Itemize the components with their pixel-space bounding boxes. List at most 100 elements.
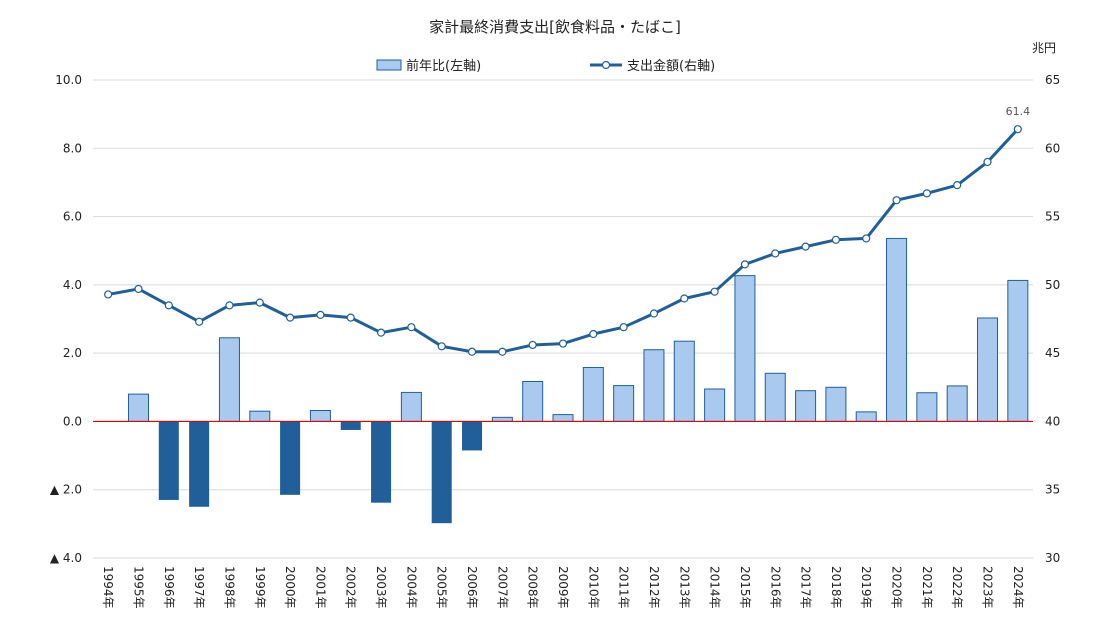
line-point: [558, 339, 568, 348]
x-tick-label: 1998年: [222, 566, 236, 609]
line-point: [498, 347, 507, 356]
line-point: [407, 323, 416, 332]
x-tick-label: 2022年: [950, 566, 964, 609]
x-tick-label: 2018年: [829, 566, 843, 609]
line-point: [528, 340, 537, 350]
line-point: [346, 313, 355, 322]
line-point: [892, 196, 901, 205]
x-tick-label: 2014年: [708, 566, 722, 609]
x-tick-label: 2024年: [1011, 566, 1025, 609]
line-point: [134, 284, 143, 294]
x-tick-label: 2021年: [920, 566, 934, 609]
left-axis-ticks: ▲ 4.0 ▲ 2.0 0.0 2.0 4.0 6.0 8.0 10.0: [50, 73, 82, 565]
right-tick-label: 55: [1045, 210, 1060, 224]
line-point: [376, 328, 386, 337]
x-tick-label: 2007年: [495, 566, 509, 609]
line-point: [195, 317, 204, 326]
x-tick-label: 2013年: [677, 566, 691, 609]
line-point: [953, 181, 962, 190]
x-axis-labels: 1994年 1995年 1996年 1997年 1998年 1999年 2000年 2001年…: [101, 566, 1025, 609]
legend-bar-swatch: [376, 59, 402, 71]
x-tick-label: 2002年: [344, 566, 358, 609]
left-tick-label: 10.0: [55, 73, 82, 87]
bar: [643, 349, 665, 422]
x-tick-label: 2012年: [647, 566, 661, 609]
line-point: [1013, 125, 1022, 134]
x-tick-label: 1999年: [253, 566, 267, 609]
line-point: [862, 234, 871, 243]
line-point: [164, 301, 173, 310]
line-point: [740, 260, 750, 269]
bar: [613, 385, 635, 422]
bar: [582, 366, 604, 422]
right-tick-label: 60: [1045, 141, 1060, 155]
bar: [522, 380, 544, 422]
x-tick-label: 2010年: [586, 566, 600, 609]
bar: [400, 391, 422, 422]
x-tick-label: 2001年: [313, 566, 327, 609]
legend-bar-label: 前年比(左軸): [406, 58, 481, 74]
right-axis-unit: 兆円: [1032, 41, 1056, 55]
x-tick-label: 2004年: [404, 566, 418, 609]
line-point: [255, 298, 264, 307]
bar: [491, 416, 513, 422]
bar: [309, 410, 331, 422]
bar: [946, 385, 968, 422]
x-tick-label: 2016年: [768, 566, 782, 609]
x-tick-label: 1997年: [192, 566, 206, 609]
left-tick-label: 4.0: [63, 278, 82, 292]
line-point: [710, 287, 719, 296]
bar: [189, 421, 210, 507]
data-label: 61.4: [1006, 105, 1031, 118]
line-point: [649, 309, 659, 318]
right-tick-label: 50: [1045, 278, 1060, 292]
x-tick-label: 2011年: [617, 566, 631, 609]
x-tick-label: 2006年: [465, 566, 479, 609]
bar: [855, 411, 877, 422]
x-tick-label: 1996年: [162, 566, 176, 609]
x-tick-label: 2019年: [859, 566, 873, 609]
chart-title: 家計最終消費支出[飲食料品・たばこ]: [429, 18, 681, 36]
bar: [158, 421, 179, 500]
line-point: [983, 157, 992, 167]
x-tick-label: 2015年: [738, 566, 752, 609]
line-point: [467, 347, 477, 356]
line-point: [801, 242, 810, 251]
bar: [764, 372, 786, 422]
line-point: [285, 313, 295, 322]
bar: [795, 390, 817, 422]
right-tick-label: 65: [1045, 73, 1060, 87]
bar: [1007, 279, 1029, 422]
x-tick-label: 2017年: [799, 566, 813, 609]
bar: [218, 337, 240, 422]
legend-line-marker: [601, 60, 611, 70]
line-point: [437, 342, 446, 351]
bar: [704, 388, 726, 422]
line-point: [922, 189, 931, 198]
bar: [977, 317, 999, 422]
x-tick-label: 2020年: [890, 566, 904, 609]
bar: [249, 410, 271, 422]
x-tick-label: 1995年: [131, 566, 145, 609]
legend: 前年比(左軸) 支出金額(右軸): [376, 58, 715, 74]
bar: [280, 421, 301, 495]
bar: [340, 421, 361, 430]
line-point: [680, 294, 689, 303]
bar: [462, 421, 483, 451]
legend-line-label: 支出金額(右軸): [627, 58, 715, 74]
x-tick-label: 2023年: [981, 566, 995, 609]
line-path: [107, 128, 1019, 354]
left-tick-label: 6.0: [63, 210, 82, 224]
bar-series: [127, 237, 1029, 524]
bar: [916, 392, 938, 422]
x-tick-label: 1994年: [101, 566, 115, 609]
right-tick-label: 45: [1045, 346, 1060, 360]
line-point: [104, 290, 113, 299]
bar: [371, 421, 392, 503]
x-tick-label: 2005年: [435, 566, 449, 609]
line-point: [771, 249, 780, 258]
right-tick-label: 35: [1045, 483, 1060, 497]
bar: [552, 414, 574, 422]
x-tick-label: 2009年: [556, 566, 570, 609]
